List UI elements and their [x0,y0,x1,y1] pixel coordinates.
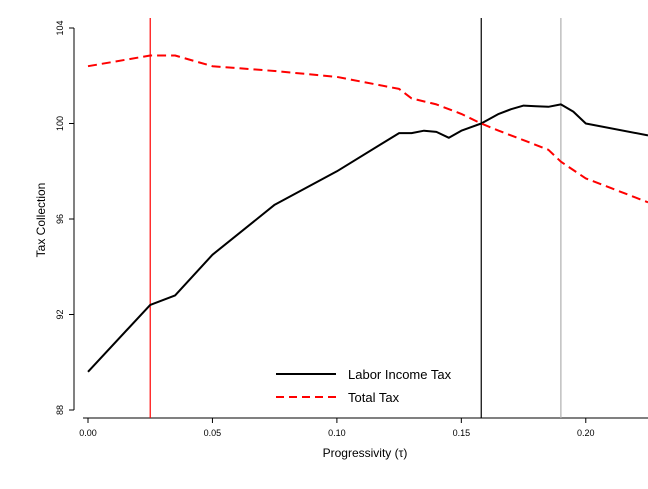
x-tick-label: 0.00 [79,428,97,438]
y-axis-ticks: 88 92 96 100 104 [55,20,74,415]
y-tick-label: 92 [55,309,65,319]
reference-lines [149,18,562,418]
y-tick-label: 104 [55,20,65,35]
plot-area: 0.00 0.05 0.10 0.15 0.20 88 92 96 100 104 [55,18,648,438]
x-tick-label: 0.05 [204,428,222,438]
x-axis-ticks: 0.00 0.05 0.10 0.15 0.20 [79,418,595,438]
y-axis-title: Tax Collection [34,183,48,258]
x-tick-label: 0.15 [453,428,471,438]
y-tick-label: 88 [55,405,65,415]
y-tick-label: 96 [55,214,65,224]
series-lines [87,54,648,373]
legend-label-total-tax: Total Tax [348,390,400,405]
legend-label-labor-income-tax: Labor Income Tax [348,367,452,382]
y-tick-label: 100 [55,116,65,131]
x-axis-title: Progressivity (τ) [323,446,408,460]
x-tick-label: 0.20 [577,428,595,438]
series-line-labor-income-tax [87,103,648,373]
x-tick-label: 0.10 [328,428,346,438]
series-line-total-tax [87,54,648,204]
legend: Labor Income Tax Total Tax [276,367,452,405]
